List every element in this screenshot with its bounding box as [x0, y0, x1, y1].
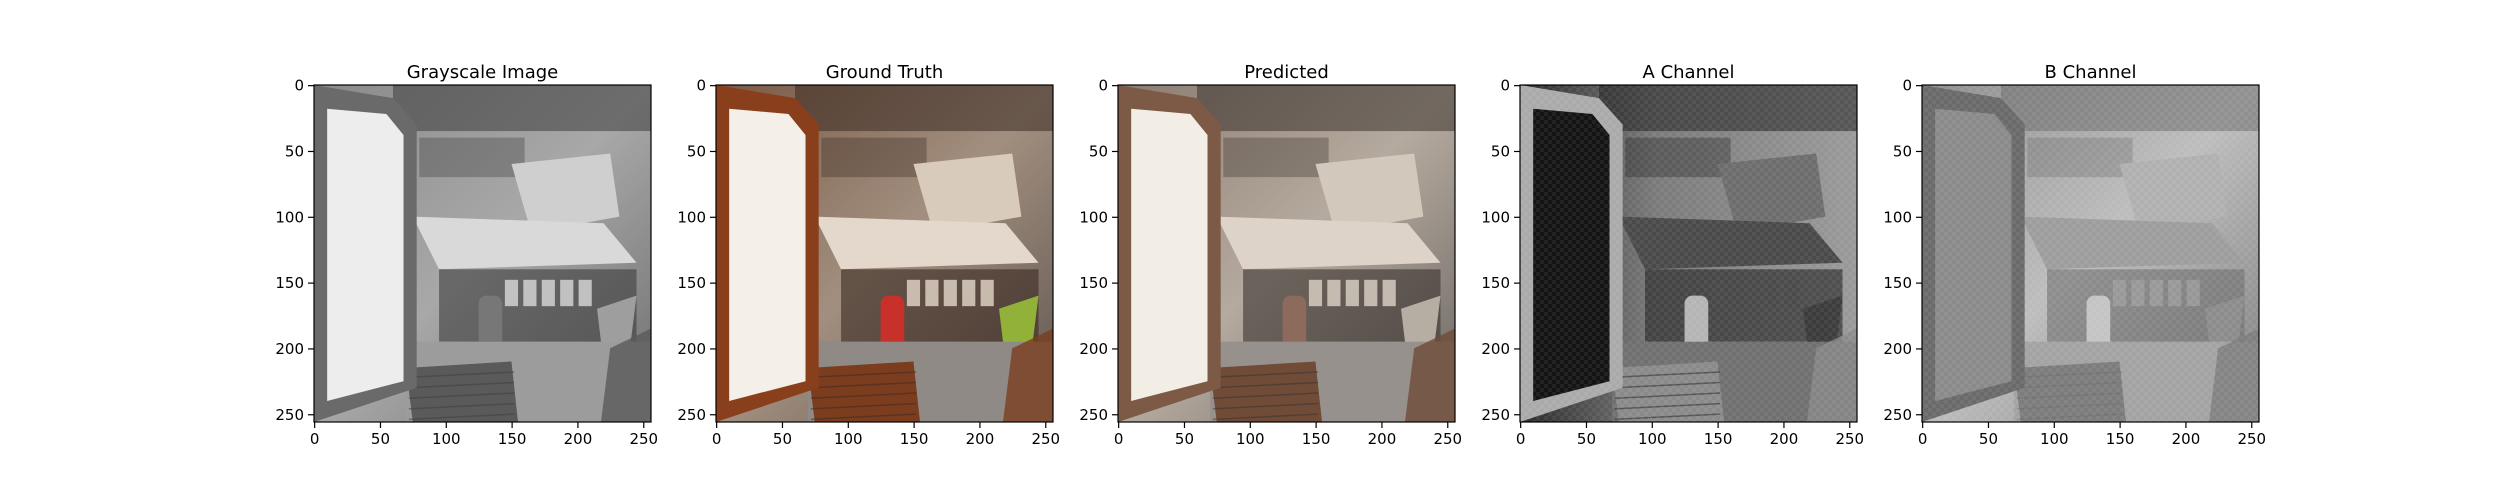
x-tick-label: 50	[371, 430, 390, 448]
x-tick-label: 100	[1236, 430, 1265, 448]
y-tick-label: 200	[275, 340, 304, 358]
y-tick-label: 100	[677, 208, 706, 226]
x-tick-label: 100	[432, 430, 461, 448]
x-tick-label: 0	[1516, 430, 1526, 448]
y-tick-label: 150	[1079, 274, 1108, 292]
panel-title: B Channel	[2045, 62, 2137, 83]
predicted-cabin-photo	[1118, 85, 1455, 422]
x-tick-label: 0	[1114, 430, 1124, 448]
y-tick-label: 100	[1883, 208, 1912, 226]
color-cabin-photo	[716, 85, 1053, 422]
axes-frame	[313, 84, 652, 423]
x-tick-label: 200	[2172, 430, 2201, 448]
x-tick-label: 200	[1368, 430, 1397, 448]
x-tick-label: 0	[1918, 430, 1928, 448]
y-tick-label: 250	[1079, 406, 1108, 424]
panels-layer: Grayscale Image 0 50 100 150 200 250 0 50 100 150 2…	[275, 62, 2266, 448]
y-tick-label: 0	[1098, 77, 1108, 95]
panel-5: B Channel 0 50 100 150 200 250 0 50 100 150 200 250	[1883, 62, 2266, 448]
x-tick-label: 200	[966, 430, 995, 448]
x-tick-label: 50	[1979, 430, 1998, 448]
y-tick-label: 150	[677, 274, 706, 292]
x-tick-label: 150	[2106, 430, 2135, 448]
y-tick-label: 0	[294, 77, 304, 95]
x-tick-label: 0	[712, 430, 722, 448]
y-tick-label: 200	[1883, 340, 1912, 358]
x-tick-label: 250	[1433, 430, 1462, 448]
x-tick-label: 250	[1031, 430, 1060, 448]
y-tick-label: 50	[285, 142, 304, 160]
x-tick-label: 150	[1302, 430, 1331, 448]
panel-3: Predicted 0 50 100 150 200 250 0 50 100 150 200 250	[1079, 62, 1462, 448]
y-tick-label: 100	[275, 208, 304, 226]
x-tick-label: 250	[629, 430, 658, 448]
x-tick-label: 0	[310, 430, 320, 448]
y-tick-label: 100	[1079, 208, 1108, 226]
b-channel-map	[1922, 85, 2259, 422]
y-tick-label: 250	[275, 406, 304, 424]
panel-title: Grayscale Image	[407, 62, 559, 83]
axes-frame	[715, 84, 1054, 423]
y-tick-label: 50	[1893, 142, 1912, 160]
y-tick-label: 0	[1500, 77, 1510, 95]
grayscale-cabin-photo	[314, 85, 651, 422]
y-tick-label: 50	[1089, 142, 1108, 160]
y-tick-label: 0	[696, 77, 706, 95]
panel-1: Grayscale Image 0 50 100 150 200 250 0 50 100 150 2…	[275, 62, 658, 448]
y-tick-label: 200	[677, 340, 706, 358]
y-tick-label: 250	[1883, 406, 1912, 424]
x-tick-label: 100	[2040, 430, 2069, 448]
x-tick-label: 50	[773, 430, 792, 448]
x-tick-label: 150	[900, 430, 929, 448]
panel-2: Ground Truth 0 50 100 150 200 250 0 50 100 150 200 2…	[677, 62, 1060, 448]
y-tick-label: 200	[1481, 340, 1510, 358]
y-tick-label: 250	[1481, 406, 1510, 424]
x-tick-label: 50	[1175, 430, 1194, 448]
axes-frame	[1921, 84, 2260, 423]
y-tick-label: 50	[1491, 142, 1510, 160]
y-tick-label: 50	[687, 142, 706, 160]
x-tick-label: 250	[1835, 430, 1864, 448]
y-tick-label: 0	[1902, 77, 1912, 95]
axes-frame	[1519, 84, 1858, 423]
x-tick-label: 100	[1638, 430, 1667, 448]
y-tick-label: 150	[275, 274, 304, 292]
panel-title: A Channel	[1643, 62, 1735, 83]
x-tick-label: 200	[564, 430, 593, 448]
x-tick-label: 250	[2237, 430, 2266, 448]
y-tick-label: 150	[1481, 274, 1510, 292]
x-tick-label: 150	[498, 430, 527, 448]
x-tick-label: 150	[1704, 430, 1733, 448]
y-tick-label: 250	[677, 406, 706, 424]
panel-title: Ground Truth	[826, 62, 944, 83]
x-tick-label: 100	[834, 430, 863, 448]
y-tick-label: 150	[1883, 274, 1912, 292]
x-tick-label: 200	[1770, 430, 1799, 448]
x-tick-label: 50	[1577, 430, 1596, 448]
panel-4: A Channel 0 50 100 150 200 250 0 50 100 150 200 250	[1481, 62, 1864, 448]
y-tick-label: 200	[1079, 340, 1108, 358]
panel-title: Predicted	[1244, 62, 1329, 83]
y-tick-label: 100	[1481, 208, 1510, 226]
axes-frame	[1117, 84, 1456, 423]
a-channel-map	[1520, 85, 1857, 422]
